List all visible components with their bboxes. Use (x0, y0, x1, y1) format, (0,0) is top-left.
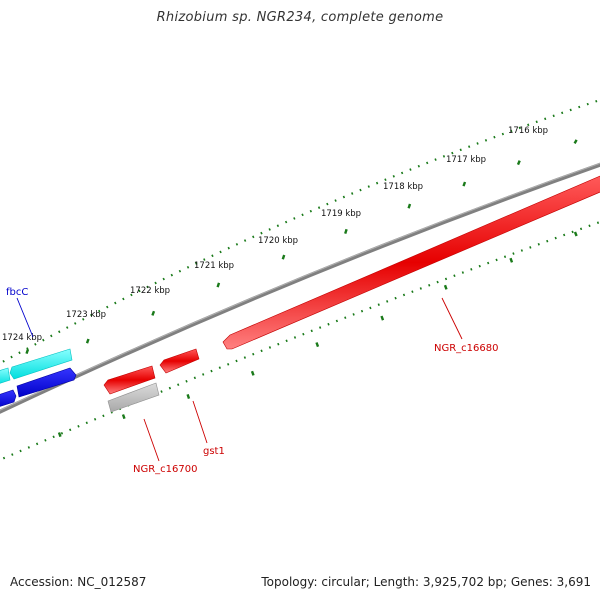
scale-label-1718: 1718 kbp (383, 182, 423, 192)
scale-label-1723: 1723 kbp (66, 310, 106, 320)
genome-summary-text: Topology: circular; Length: 3,925,702 bp… (261, 575, 591, 589)
genome-backbone (0, 162, 600, 414)
leader-NGR_c16700 (143, 418, 160, 462)
gene-fbcC[interactable] (9, 348, 73, 380)
outer-scale-ring (0, 98, 600, 365)
map-title: Rhizobium sp. NGR234, complete genome (156, 10, 444, 25)
gene-gst1[interactable] (159, 348, 200, 374)
leader-NGR_c16680 (441, 297, 463, 340)
gene-pseudo-gray[interactable] (107, 382, 160, 413)
gene-label-NGR_c16700[interactable]: NGR_c16700 (133, 464, 198, 475)
scale-label-1719: 1719 kbp (321, 209, 361, 219)
scale-label-1720: 1720 kbp (258, 236, 298, 246)
gene-NGR_c16680[interactable] (222, 175, 600, 350)
gene-forward-blue-partial[interactable] (0, 389, 17, 408)
gene-forward-partial-cyan[interactable] (0, 367, 11, 385)
outer-major-ticks (25, 139, 578, 354)
scale-label-1724: 1724 kbp (2, 333, 42, 343)
scale-label-1716: 1716 kbp (508, 126, 548, 136)
gene-label-gst1[interactable]: gst1 (203, 446, 225, 457)
gene-forward-blue[interactable] (16, 367, 77, 398)
scale-label-1722: 1722 kbp (130, 286, 170, 296)
leader-gst1 (192, 400, 208, 444)
inner-major-ticks (57, 231, 578, 438)
gene-label-fbcC[interactable]: fbcC (6, 287, 28, 298)
gene-label-NGR_c16680[interactable]: NGR_c16680 (434, 343, 499, 354)
inner-scale-ring (0, 220, 600, 462)
scale-label-1721: 1721 kbp (194, 261, 234, 271)
gene-NGR_c16700[interactable] (103, 365, 156, 395)
accession-text: Accession: NC_012587 (10, 575, 147, 589)
leader-fbcC (16, 297, 34, 338)
scale-label-1717: 1717 kbp (446, 155, 486, 165)
genome-backbone-highlight (0, 162, 600, 411)
